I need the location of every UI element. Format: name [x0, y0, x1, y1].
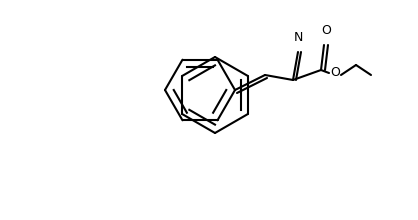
Text: O: O [330, 66, 340, 79]
Text: O: O [321, 24, 331, 37]
Text: N: N [293, 31, 303, 44]
